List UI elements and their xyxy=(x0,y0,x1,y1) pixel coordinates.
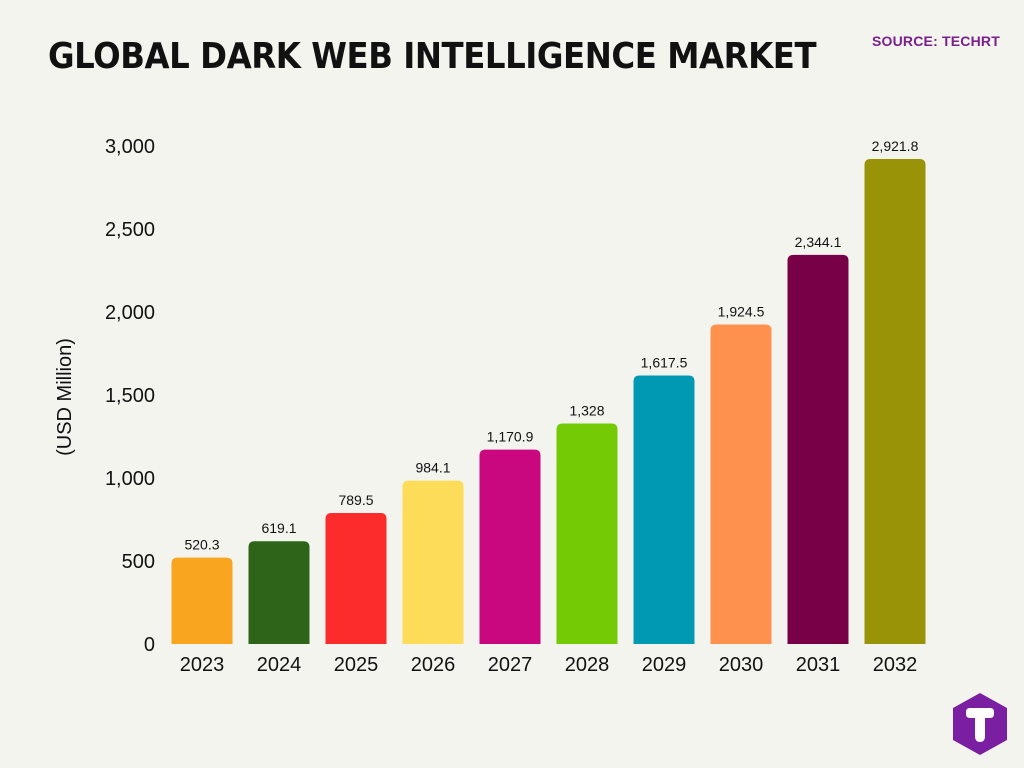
techrt-logo-icon xyxy=(953,693,1007,755)
x-tick-label: 2032 xyxy=(873,654,918,676)
source-label: SOURCE: TECHRT xyxy=(871,33,1000,49)
value-label: 1,170.9 xyxy=(487,429,534,445)
y-tick-label: 500 xyxy=(122,551,155,573)
bar-2027 xyxy=(479,449,541,644)
x-tick-label: 2027 xyxy=(488,654,533,676)
y-axis-label: (USD Million) xyxy=(54,338,76,456)
bar-2024 xyxy=(248,541,310,644)
y-tick-label: 0 xyxy=(144,634,155,656)
x-tick-label: 2028 xyxy=(565,654,610,676)
value-label: 1,924.5 xyxy=(718,304,765,320)
value-label: 520.3 xyxy=(184,537,219,553)
value-label: 2,921.8 xyxy=(872,138,919,154)
bar-2031 xyxy=(787,254,849,644)
bar-2032 xyxy=(864,158,926,644)
page-title: GLOBAL DARK WEB INTELLIGENCE MARKET xyxy=(48,36,817,77)
y-tick-label: 1,000 xyxy=(105,468,155,490)
x-tick-label: 2029 xyxy=(642,654,687,676)
y-tick-label: 2,500 xyxy=(105,219,155,241)
x-tick-label: 2030 xyxy=(719,654,764,676)
value-label: 1,328 xyxy=(569,403,604,419)
x-tick-label: 2025 xyxy=(334,654,379,676)
value-label: 789.5 xyxy=(338,492,373,508)
bar-2026 xyxy=(402,480,464,644)
value-label: 984.1 xyxy=(415,460,450,476)
bar-2023 xyxy=(171,557,233,644)
y-tick-label: 2,000 xyxy=(105,302,155,324)
x-tick-label: 2024 xyxy=(257,654,302,676)
x-tick-label: 2026 xyxy=(411,654,456,676)
y-tick-label: 3,000 xyxy=(105,136,155,158)
x-tick-label: 2031 xyxy=(796,654,841,676)
value-label: 1,617.5 xyxy=(641,354,688,370)
value-label: 2,344.1 xyxy=(795,234,842,250)
value-label: 619.1 xyxy=(261,520,296,536)
bar-2029 xyxy=(633,375,695,644)
bar-2028 xyxy=(556,423,618,644)
y-tick-label: 1,500 xyxy=(105,385,155,407)
x-tick-label: 2023 xyxy=(180,654,225,676)
bar-2025 xyxy=(325,512,387,644)
bar-2030 xyxy=(710,324,772,644)
